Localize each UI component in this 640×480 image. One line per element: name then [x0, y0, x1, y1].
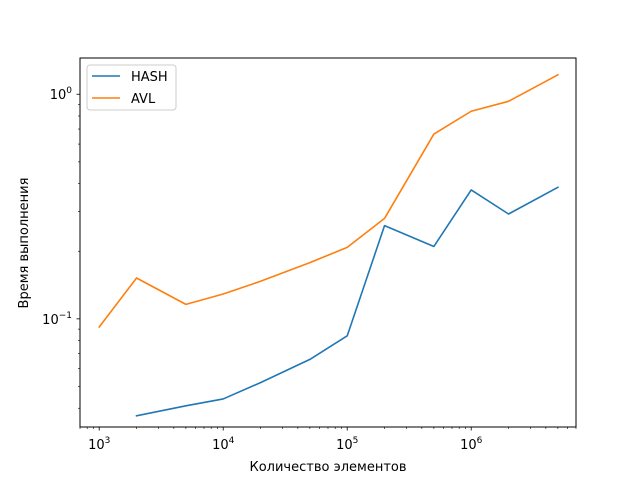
x-axis-label: Количество элементов: [249, 460, 406, 475]
x-tick-label: 105: [336, 436, 358, 453]
series-line-hash: [135, 186, 559, 417]
y-tick-label: 100: [50, 86, 73, 103]
legend-label-avl: AVL: [131, 92, 156, 107]
y-axis-ticks: 10−1 100: [42, 86, 80, 409]
x-tick-label: 106: [460, 436, 483, 453]
legend: HASH AVL: [86, 64, 177, 111]
plot-lines: [98, 73, 559, 417]
x-tick-label: 103: [88, 436, 110, 453]
x-axis-ticks: 103 104 105 106: [79, 427, 577, 453]
legend-label-hash: HASH: [131, 70, 168, 85]
x-tick-label: 104: [212, 436, 235, 453]
series-line-avl: [98, 73, 559, 329]
y-axis-label: Время выполнения: [17, 178, 32, 309]
y-tick-label: 10−1: [42, 311, 72, 328]
